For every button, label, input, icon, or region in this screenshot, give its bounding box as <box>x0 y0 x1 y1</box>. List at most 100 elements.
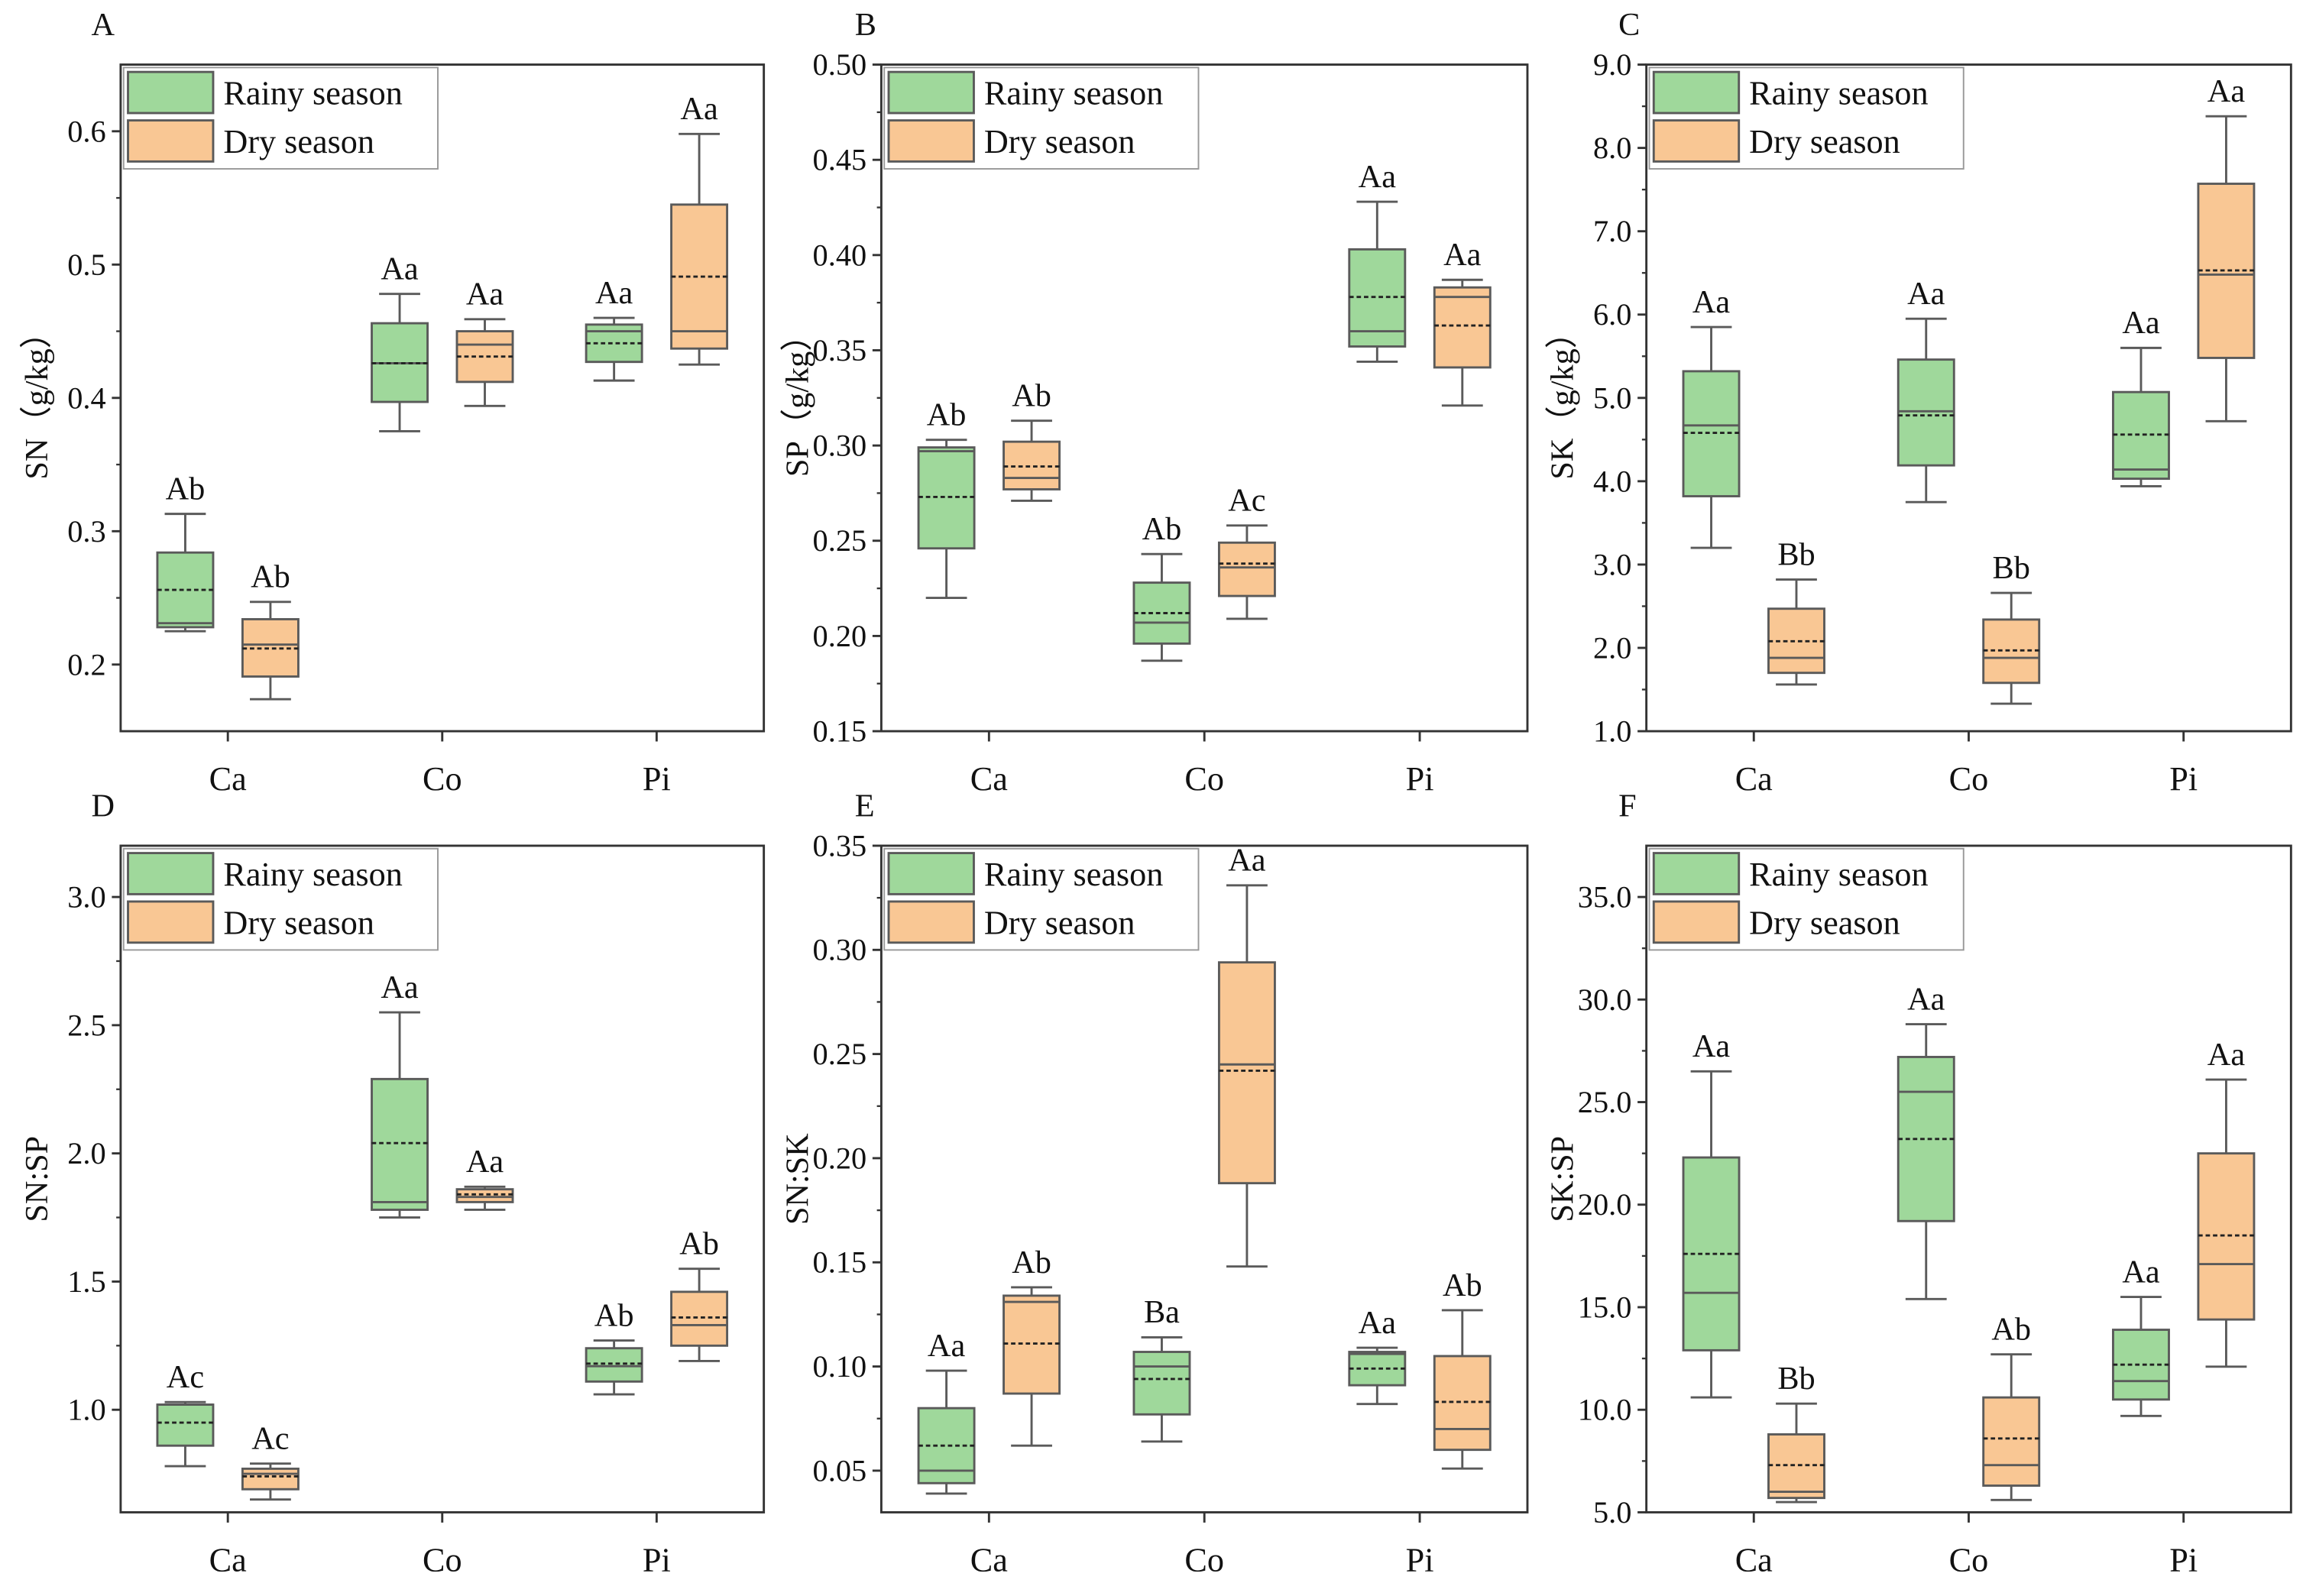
iqr-box <box>585 1347 643 1383</box>
significance-label: Aa <box>381 970 419 1005</box>
y-tick-label: 0.45 <box>813 143 867 177</box>
legend-label-rainy: Rainy season <box>223 74 402 112</box>
significance-label: Ab <box>251 559 290 595</box>
dry-box-co: Aa <box>1217 843 1276 1268</box>
panel-d: D 1.0 1.5 2.0 2.5 3.0 SN:SP Ca Co Pi Ac Aa Ab Ac Aa Ab R… <box>19 788 766 1578</box>
legend-swatch-dry <box>887 900 975 944</box>
y-axis-label: SK（g/kg） <box>1545 316 1581 480</box>
legend: Rainy season Dry season <box>1648 847 1965 951</box>
significance-label: Ab <box>679 1225 719 1261</box>
y-axis-label: SN（g/kg） <box>19 316 55 480</box>
rainy-box-pi: Aa <box>1348 1305 1407 1406</box>
y-tick-label: 0.6 <box>67 114 105 148</box>
dry-box-pi: Ab <box>670 1225 729 1362</box>
panel-label: E <box>855 788 875 824</box>
dry-box-co: Ac <box>1217 483 1276 620</box>
iqr-box <box>455 1188 514 1203</box>
legend-swatch-rainy <box>887 852 975 895</box>
y-tick-label: 25.0 <box>1578 1085 1632 1119</box>
y-tick-label: 0.20 <box>813 1141 867 1175</box>
dry-box-ca: Ab <box>1003 1245 1061 1447</box>
rainy-box-ca: Ab <box>917 397 976 599</box>
x-tick-label: Ca <box>970 760 1008 798</box>
legend-label-rainy: Rainy season <box>1749 856 1928 893</box>
rainy-box-ca: Aa <box>1682 284 1741 549</box>
y-tick-label: 5.0 <box>1593 380 1631 415</box>
significance-label: Ab <box>1443 1267 1482 1303</box>
y-tick-label: 6.0 <box>1593 297 1631 332</box>
significance-label: Ab <box>927 397 967 432</box>
dry-box-co: Ab <box>1982 1312 2041 1501</box>
x-tick-label: Pi <box>1406 760 1434 798</box>
x-tick-label: Pi <box>2169 1541 2198 1578</box>
significance-label: Aa <box>466 277 504 312</box>
panel-label: F <box>1618 788 1637 824</box>
y-tick-label: 2.0 <box>1593 630 1631 665</box>
significance-label: Aa <box>1228 843 1266 879</box>
y-tick-label: 0.3 <box>67 514 105 549</box>
y-tick-label: 0.30 <box>813 933 867 967</box>
panel-a: A 0.2 0.3 0.4 0.5 0.6 SN（g/kg） Ca Co Pi Ab Aa Aa Ab Aa… <box>19 7 766 798</box>
x-tick-label: Co <box>423 1541 462 1578</box>
significance-label: Aa <box>1907 276 1945 312</box>
panel-label: C <box>1618 7 1640 43</box>
legend-label-rainy: Rainy season <box>1749 74 1928 112</box>
dry-box-co: Bb <box>1982 550 2041 705</box>
significance-label: Aa <box>2122 1254 2160 1290</box>
rainy-box-pi: Aa <box>585 275 643 382</box>
x-tick-label: Co <box>1949 760 1989 798</box>
iqr-box <box>1132 1351 1191 1416</box>
panel-label: A <box>91 7 115 43</box>
iqr-box <box>371 1077 429 1211</box>
significance-label: Aa <box>1692 284 1731 320</box>
significance-label: Aa <box>1359 1305 1397 1341</box>
significance-label: Ab <box>594 1297 634 1333</box>
legend-label-rainy: Rainy season <box>984 856 1163 893</box>
y-tick-label: 7.0 <box>1593 214 1631 248</box>
dry-box-pi: Aa <box>2197 73 2256 422</box>
y-tick-label: 2.5 <box>67 1008 105 1042</box>
y-axis-label: SK:SP <box>1545 1136 1581 1222</box>
rainy-box-pi: Aa <box>2112 305 2170 487</box>
significance-label: Aa <box>381 251 419 287</box>
y-tick-label: 0.2 <box>67 647 105 681</box>
dry-box-ca: Ab <box>241 559 300 701</box>
x-tick-label: Ca <box>970 1541 1008 1578</box>
significance-label: Aa <box>466 1144 504 1180</box>
significance-label: Ab <box>1012 378 1051 414</box>
iqr-box <box>1982 1396 2041 1487</box>
y-tick-label: 10.0 <box>1578 1393 1632 1427</box>
significance-label: Ac <box>251 1420 289 1456</box>
rainy-box-co: Ba <box>1132 1294 1191 1443</box>
iqr-box <box>670 1290 729 1347</box>
legend-swatch-dry <box>1652 119 1741 163</box>
rainy-box-co: Aa <box>1896 981 1955 1300</box>
significance-label: Aa <box>1359 159 1397 195</box>
rainy-box-ca: Aa <box>917 1328 976 1495</box>
y-tick-label: 0.15 <box>813 714 867 749</box>
y-tick-label: 5.0 <box>1593 1495 1631 1530</box>
dry-box-ca: Ac <box>241 1420 300 1501</box>
x-tick-label: Ca <box>209 760 247 798</box>
rainy-box-ca: Ac <box>156 1359 215 1468</box>
y-tick-label: 1.0 <box>67 1393 105 1427</box>
iqr-box <box>1217 541 1276 597</box>
significance-label: Ab <box>166 471 206 507</box>
y-tick-label: 0.25 <box>813 1037 867 1071</box>
y-tick-label: 0.35 <box>813 333 867 367</box>
legend-label-rainy: Rainy season <box>984 74 1163 112</box>
y-tick-label: 4.0 <box>1593 464 1631 498</box>
y-tick-label: 0.40 <box>813 238 867 272</box>
legend-label-dry: Dry season <box>984 123 1135 160</box>
y-tick-label: 1.0 <box>1593 714 1631 749</box>
significance-label: Aa <box>595 275 633 311</box>
dry-box-ca: Ab <box>1003 378 1061 502</box>
x-tick-label: Co <box>1949 1541 1989 1578</box>
x-tick-label: Pi <box>643 1541 671 1578</box>
iqr-box <box>241 1467 300 1491</box>
y-tick-label: 3.0 <box>67 880 105 915</box>
significance-label: Aa <box>1443 237 1482 273</box>
significance-label: Ac <box>167 1359 204 1395</box>
rainy-box-co: Aa <box>371 970 429 1219</box>
